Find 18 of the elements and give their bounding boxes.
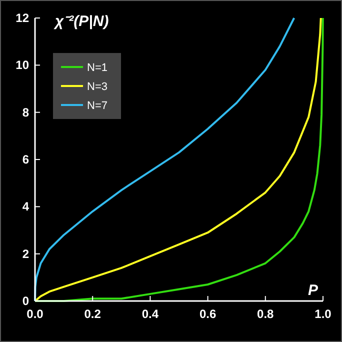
y-tick-label: 2	[22, 246, 30, 261]
legend-label: N=7	[87, 100, 108, 112]
y-tick-label: 4	[22, 200, 30, 214]
x-tick-label: 0.6	[199, 307, 216, 321]
x-tick-label: 0.4	[142, 307, 159, 321]
y-tick-label: 8	[22, 105, 30, 120]
x-tick-label: 0.0	[26, 307, 44, 321]
legend-label: N=3	[87, 81, 108, 93]
x-tick-label: 0.2	[84, 307, 102, 321]
x-tick-label: 0.8	[257, 307, 274, 321]
y-tick-label: 10	[16, 58, 30, 72]
y-axis-title: χ⁻²(P|N)	[53, 13, 109, 30]
y-tick-label: 12	[16, 11, 30, 25]
legend-label: N=1	[87, 62, 108, 74]
x-tick-label: 1.0	[314, 307, 332, 321]
y-tick-label: 6	[22, 152, 30, 166]
x-axis-title: P	[308, 282, 319, 299]
y-tick-label: 0	[22, 294, 30, 308]
